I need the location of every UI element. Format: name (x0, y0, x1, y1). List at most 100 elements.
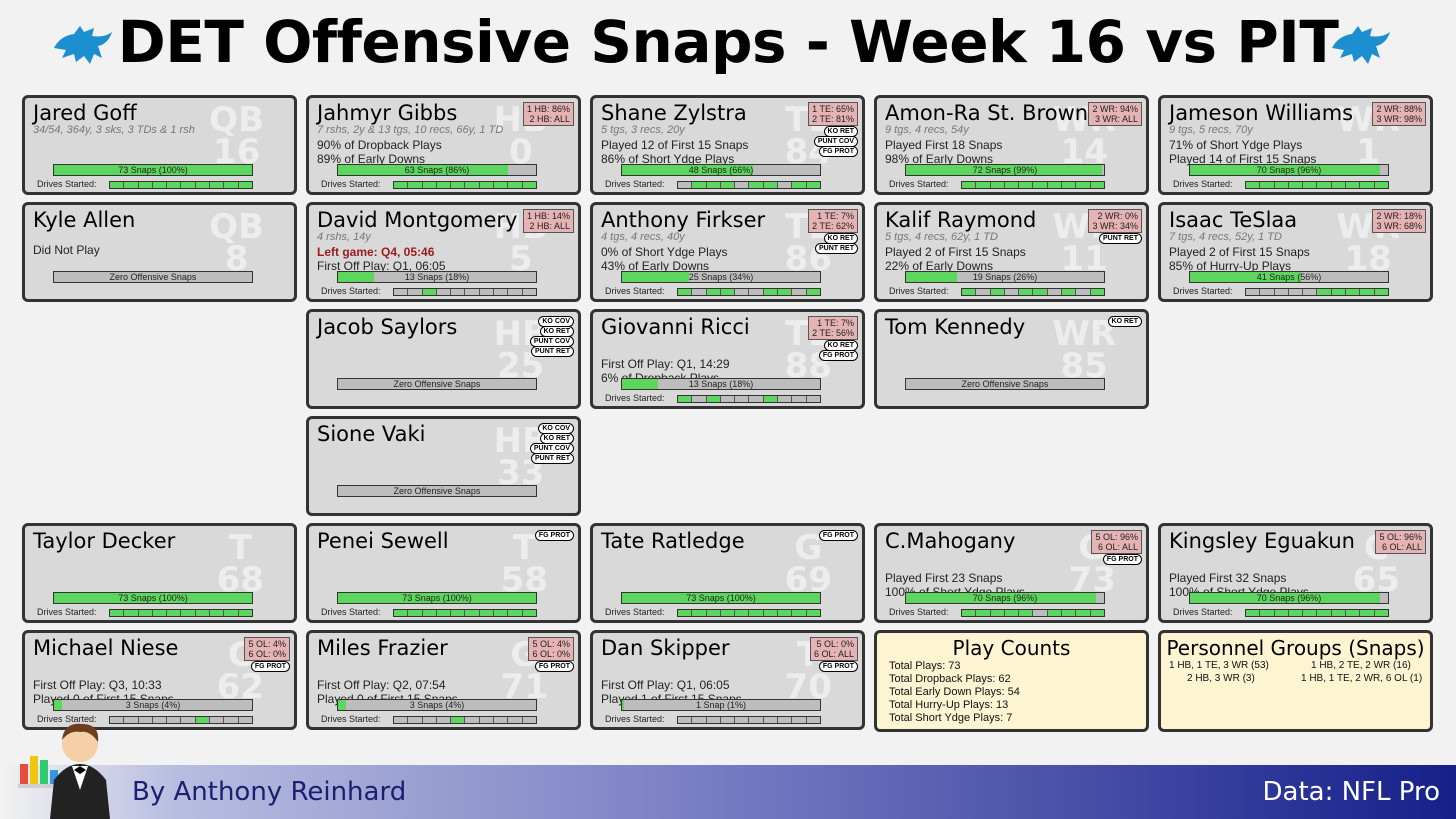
waiter-mascot-icon (18, 723, 110, 819)
drive-cell (494, 182, 509, 188)
drive-cell (692, 717, 707, 723)
drive-cell (706, 396, 721, 402)
drive-cell (1346, 610, 1361, 616)
position-label: QB (209, 207, 264, 247)
drive-cell (735, 717, 750, 723)
player-name: Taylor Decker (33, 529, 176, 553)
personnel-share-box: 5 OL: 96% 6 OL: ALL (1375, 530, 1426, 554)
note-line: 89% of Early Downs (317, 152, 426, 166)
special-teams-badge: PUNT RET (1099, 233, 1142, 244)
player-card: WR 11 Kalif Raymond 5 tgs, 4 recs, 62y, 1 T… (874, 202, 1149, 302)
drive-cell (522, 182, 536, 188)
player-card: WR 14 Amon-Ra St. Brown 9 tgs, 4 recs, 54y P… (874, 95, 1149, 195)
position-watermark: HB 25 (494, 317, 548, 383)
personnel-share: 2 TE: 56% (812, 328, 854, 338)
drives-started-label: Drives Started: (605, 607, 665, 617)
note-line: Played First 23 Snaps (885, 571, 1003, 585)
drive-cell (1303, 182, 1318, 188)
snap-count: 13 Snaps (18%) (404, 272, 470, 282)
personnel-share: 3 WR: ALL (1094, 114, 1138, 124)
drive-cell (1331, 182, 1347, 188)
jersey-number: 14 (1060, 132, 1108, 172)
note-line: Played 14 of First 15 Snaps (1169, 152, 1317, 166)
note-line: 85% of Hurry-Up Plays (1169, 259, 1292, 273)
drive-cell (408, 610, 423, 616)
drives-started-label: Drives Started: (889, 179, 949, 189)
note-line: First Off Play: Q2, 07:54 (317, 678, 446, 692)
player-card: WR 1 Jameson Williams 9 tgs, 5 recs, 70y 71%… (1158, 95, 1433, 195)
position-watermark: T 58 (501, 531, 548, 597)
position-watermark: T 68 (217, 531, 264, 597)
snap-bar-fill (622, 165, 753, 175)
player-name: Jahmyr Gibbs (317, 101, 458, 125)
jersey-number: 62 (216, 667, 264, 707)
drive-cell (962, 610, 977, 616)
personnel-share: 2 TE: 62% (812, 221, 854, 231)
drive-cell (408, 182, 423, 188)
snap-count: Zero Offensive Snaps (109, 272, 197, 282)
drives-started-label: Drives Started: (1173, 607, 1233, 617)
personnel-share: 3 WR: 68% (1376, 221, 1422, 231)
drive-cell (1019, 289, 1034, 295)
drive-cell (508, 289, 523, 295)
snap-count: 3 Snaps (4%) (409, 700, 465, 710)
drive-cell (1346, 289, 1361, 295)
snap-count: 70 Snaps (96%) (972, 593, 1038, 603)
drive-cell (735, 182, 750, 188)
drive-cell (749, 396, 764, 402)
drive-cell (1331, 289, 1347, 295)
drive-cell (195, 610, 211, 616)
drive-cell (124, 610, 139, 616)
snap-count: 73 Snaps (100%) (118, 593, 188, 603)
player-name: Michael Niese (33, 636, 179, 660)
snap-bar-fill (54, 165, 252, 175)
drive-cell (1062, 610, 1077, 616)
special-teams-badge: FG PROT (818, 350, 858, 361)
drive-cell (451, 182, 466, 188)
snap-bar-fill (622, 379, 658, 389)
snap-bar: 19 Snaps (26%) (905, 271, 1105, 283)
drive-cell (238, 717, 252, 723)
special-teams-badge: PUNT RET (531, 453, 574, 464)
position-watermark: WR 85 (1052, 317, 1116, 383)
drive-cell (195, 182, 211, 188)
drive-cell (678, 717, 693, 723)
personnel-share-box: 1 HB: 14% 2 HB: ALL (522, 209, 574, 233)
drive-cell (1090, 182, 1104, 188)
drive-cell (508, 717, 523, 723)
drive-cell (494, 289, 509, 295)
drives-started-label: Drives Started: (37, 607, 97, 617)
drives-strip (393, 288, 537, 296)
drive-cell (1004, 182, 1020, 188)
drive-cell (1360, 610, 1375, 616)
drives-strip (677, 288, 821, 296)
jersey-number: 70 (784, 667, 832, 707)
drive-cell (692, 396, 707, 402)
drives-strip (677, 716, 821, 724)
player-card: HB 25 Jacob Saylors KO COV KO RET PUNT COV PUN… (306, 309, 581, 409)
drive-cell (792, 396, 807, 402)
jersey-number: 0 (508, 132, 533, 172)
personnel-share: 2 WR: 0% (1097, 211, 1138, 221)
drives-strip (1245, 181, 1389, 189)
personnel-share: 1 TE: 7% (817, 318, 854, 328)
player-name: Giovanni Ricci (601, 315, 750, 339)
note-line: First Off Play: Q1, 06:05 (317, 259, 446, 273)
snap-bar-fill (338, 700, 346, 710)
drive-cell (1033, 289, 1048, 295)
drive-cell (990, 610, 1005, 616)
drive-cell (1047, 289, 1063, 295)
special-teams-badge: FG PROT (818, 661, 858, 672)
drive-cell (806, 717, 820, 723)
stat-line: 4 tgs, 4 recs, 40y (601, 231, 685, 243)
special-teams-badge: KO RET (1107, 316, 1142, 327)
snap-bar-fill (622, 700, 624, 710)
personnel-share: 3 WR: 98% (1376, 114, 1422, 124)
snap-count: 13 Snaps (18%) (688, 379, 754, 389)
personnel-share-box: 1 TE: 65% 2 TE: 81% (808, 102, 858, 126)
stat-line: 7 tgs, 4 recs, 52y, 1 TD (1169, 231, 1282, 243)
drives-strip (677, 609, 821, 617)
personnel-groups-title: Personnel Groups (Snaps) (1166, 636, 1425, 660)
drive-cell (1047, 610, 1063, 616)
